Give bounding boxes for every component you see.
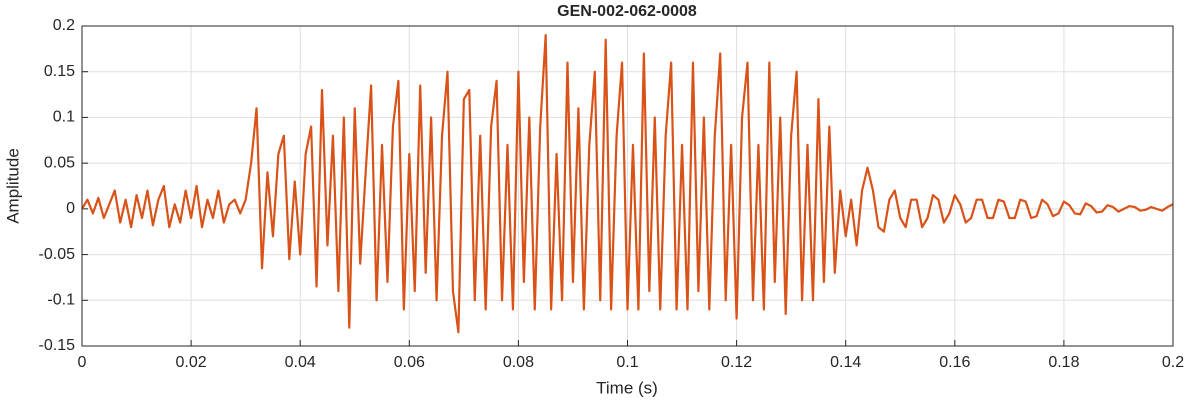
x-tick-label: 0.2: [1162, 354, 1184, 371]
x-tick-label: 0.18: [1048, 354, 1079, 371]
x-tick-label: 0.02: [176, 354, 207, 371]
y-tick-label: 0.1: [53, 109, 75, 126]
x-axis-label: Time (s): [596, 378, 658, 397]
x-tick-label: 0.16: [939, 354, 970, 371]
y-tick-label: -0.05: [39, 246, 76, 263]
chart-title: GEN-002-062-0008: [557, 3, 697, 20]
y-tick-label: 0.15: [44, 63, 75, 80]
x-tick-label: 0.04: [285, 354, 316, 371]
y-tick-label: 0.05: [44, 154, 75, 171]
x-tick-label: 0.14: [830, 354, 861, 371]
y-tick-label: 0.2: [53, 17, 75, 34]
x-tick-label: 0.1: [616, 354, 638, 371]
x-tick-label: 0: [78, 354, 87, 371]
y-axis-label: Amplitude: [3, 148, 22, 224]
y-tick-label: 0: [66, 200, 75, 217]
x-tick-label: 0.06: [394, 354, 425, 371]
x-tick-label: 0.08: [503, 354, 534, 371]
y-tick-label: -0.15: [39, 337, 76, 354]
y-tick-label: -0.1: [47, 292, 75, 309]
waveform-line: [81, 34, 1174, 334]
axes-box: [81, 25, 1174, 347]
x-tick-label: 0.12: [721, 354, 752, 371]
